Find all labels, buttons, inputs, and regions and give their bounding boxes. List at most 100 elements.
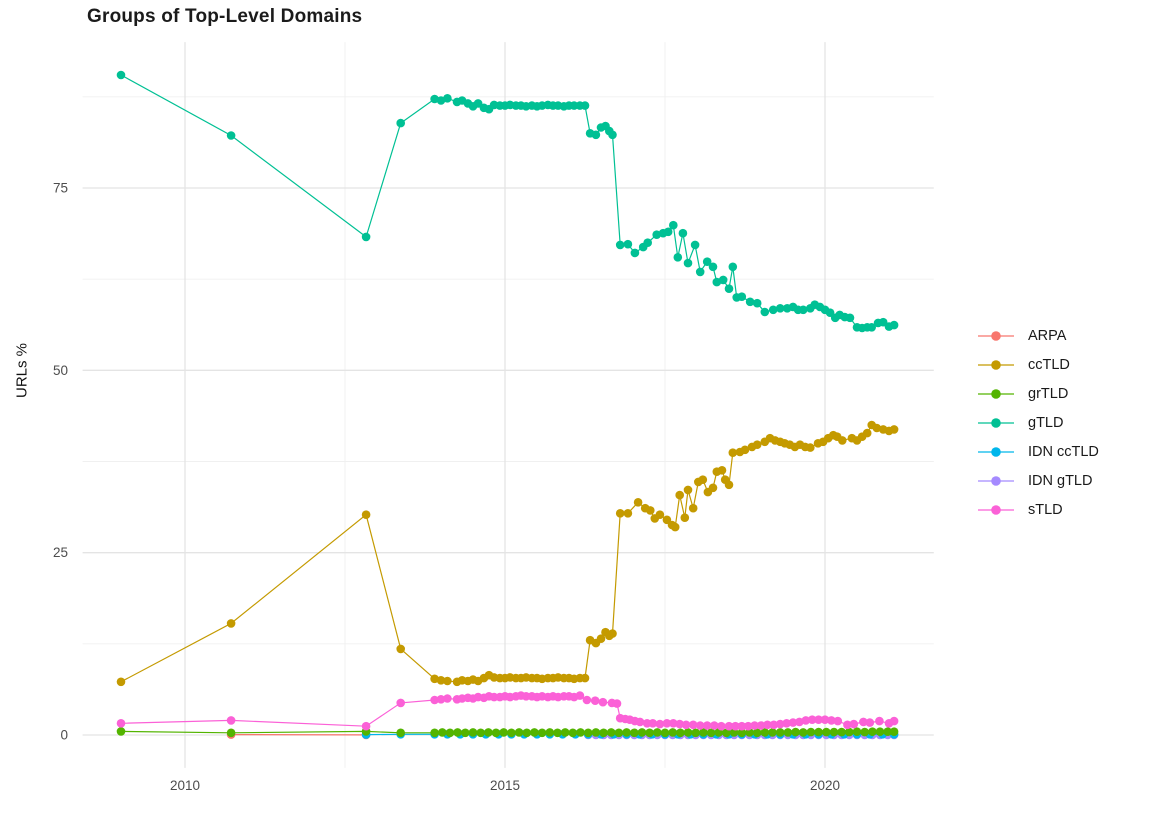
data-point-grtld xyxy=(553,728,562,738)
data-point-gtld xyxy=(728,262,738,272)
data-point-grtld xyxy=(691,728,700,738)
data-point-stld xyxy=(582,695,592,705)
data-point-stld xyxy=(807,715,817,724)
data-point-grtld xyxy=(683,728,693,737)
data-point-stld xyxy=(820,715,830,724)
data-point-cctld xyxy=(708,483,718,493)
data-point-stld xyxy=(743,721,753,731)
data-point-grtld xyxy=(889,727,899,736)
data-point-gtld xyxy=(580,101,590,110)
data-point-grtld xyxy=(660,728,670,738)
data-point-stld xyxy=(710,721,719,730)
data-point-gtld xyxy=(690,240,700,250)
data-point-grtld xyxy=(614,728,624,738)
data-point-cctld xyxy=(646,506,655,515)
axis-tick-labels: 0 25 50 75 2010 2015 2020 xyxy=(53,181,840,793)
data-point-cctld xyxy=(623,509,633,518)
data-point-stld xyxy=(750,721,759,730)
data-point-stld xyxy=(859,717,868,727)
data-point-grtld xyxy=(722,728,731,738)
data-point-gtld xyxy=(116,70,126,80)
series-line-gtld xyxy=(120,74,895,329)
data-point-grtld xyxy=(752,728,762,738)
data-point-stld xyxy=(737,721,747,731)
data-point-grtld xyxy=(622,728,631,737)
data-point-grtld xyxy=(883,727,892,736)
data-point-gtld xyxy=(623,239,633,249)
data-point-stld xyxy=(769,720,779,730)
data-point-cctld xyxy=(889,425,899,434)
data-point-grtld xyxy=(522,728,532,738)
data-point-grtld xyxy=(430,728,439,738)
data-point-grtld xyxy=(814,727,823,737)
legend: ARPA ccTLD grTLD gTLD IDN ccTLD IDN gTLD sTLD xyxy=(977,321,1099,524)
y-tick-label: 0 xyxy=(60,728,68,743)
data-point-grtld xyxy=(545,728,555,737)
data-point-gtld xyxy=(643,238,652,247)
data-point-gtld xyxy=(669,220,678,230)
data-point-grtld xyxy=(699,728,708,737)
data-point-grtld xyxy=(468,728,478,737)
data-point-stld xyxy=(675,719,684,729)
data-point-stld xyxy=(833,716,843,726)
data-point-grtld xyxy=(829,727,839,737)
data-point-stld xyxy=(875,716,884,726)
data-point-gtld xyxy=(695,267,705,277)
data-point-grtld xyxy=(583,728,593,738)
data-point-grtld xyxy=(599,728,608,738)
legend-key-icon xyxy=(978,359,1014,370)
data-point-grtld xyxy=(845,727,854,737)
data-point-grtld xyxy=(537,728,547,738)
data-point-grtld xyxy=(116,727,126,736)
data-point-gtld xyxy=(663,227,673,237)
data-point-grtld xyxy=(852,727,862,736)
data-point-stld xyxy=(702,721,712,730)
data-point-gtld xyxy=(889,320,899,330)
data-point-cctld xyxy=(116,677,126,687)
data-point-stld xyxy=(801,716,811,725)
x-tick-label: 2015 xyxy=(490,778,520,793)
data-point-stld xyxy=(612,699,622,708)
data-point-cctld xyxy=(443,676,452,686)
data-point-grtld xyxy=(798,728,808,737)
data-point-stld xyxy=(724,721,734,731)
data-point-gtld xyxy=(608,130,617,140)
data-point-grtld xyxy=(668,728,677,737)
series-gtld xyxy=(116,70,899,333)
data-point-cctld xyxy=(728,448,738,458)
y-tick-label: 75 xyxy=(53,181,68,196)
data-point-gtld xyxy=(768,305,778,315)
data-point-stld xyxy=(590,696,600,705)
data-point-cctld xyxy=(838,436,847,445)
data-point-gtld xyxy=(396,118,406,128)
data-point-gtld xyxy=(708,262,718,272)
data-point-stld xyxy=(430,695,439,705)
data-point-stld xyxy=(575,691,585,700)
data-point-stld xyxy=(889,716,899,726)
data-point-cctld xyxy=(396,644,406,654)
data-point-stld xyxy=(849,719,859,729)
data-point-cctld xyxy=(633,498,643,507)
data-point-gtld xyxy=(226,131,236,140)
data-point-gtld xyxy=(724,284,734,294)
data-point-stld xyxy=(443,694,452,703)
data-point-cctld xyxy=(683,485,693,495)
x-tick-label: 2010 xyxy=(170,778,200,793)
series-line-cctld xyxy=(120,424,895,683)
data-point-cctld xyxy=(675,490,684,500)
data-point-cctld xyxy=(436,676,446,685)
data-point-stld xyxy=(763,720,772,730)
data-point-gtld xyxy=(752,298,762,308)
x-tick-label: 2020 xyxy=(810,778,840,793)
legend-key-icon xyxy=(978,504,1014,515)
data-point-gtld xyxy=(867,323,876,332)
data-point-stld xyxy=(635,717,645,727)
data-point-cctld xyxy=(670,522,680,532)
legend-key-icon xyxy=(978,446,1014,457)
major-gridlines xyxy=(82,42,934,768)
data-point-grtld xyxy=(676,728,685,738)
legend-item-grtld: grTLD xyxy=(977,379,1099,408)
data-point-gtld xyxy=(678,228,688,238)
data-point-stld xyxy=(775,719,785,729)
